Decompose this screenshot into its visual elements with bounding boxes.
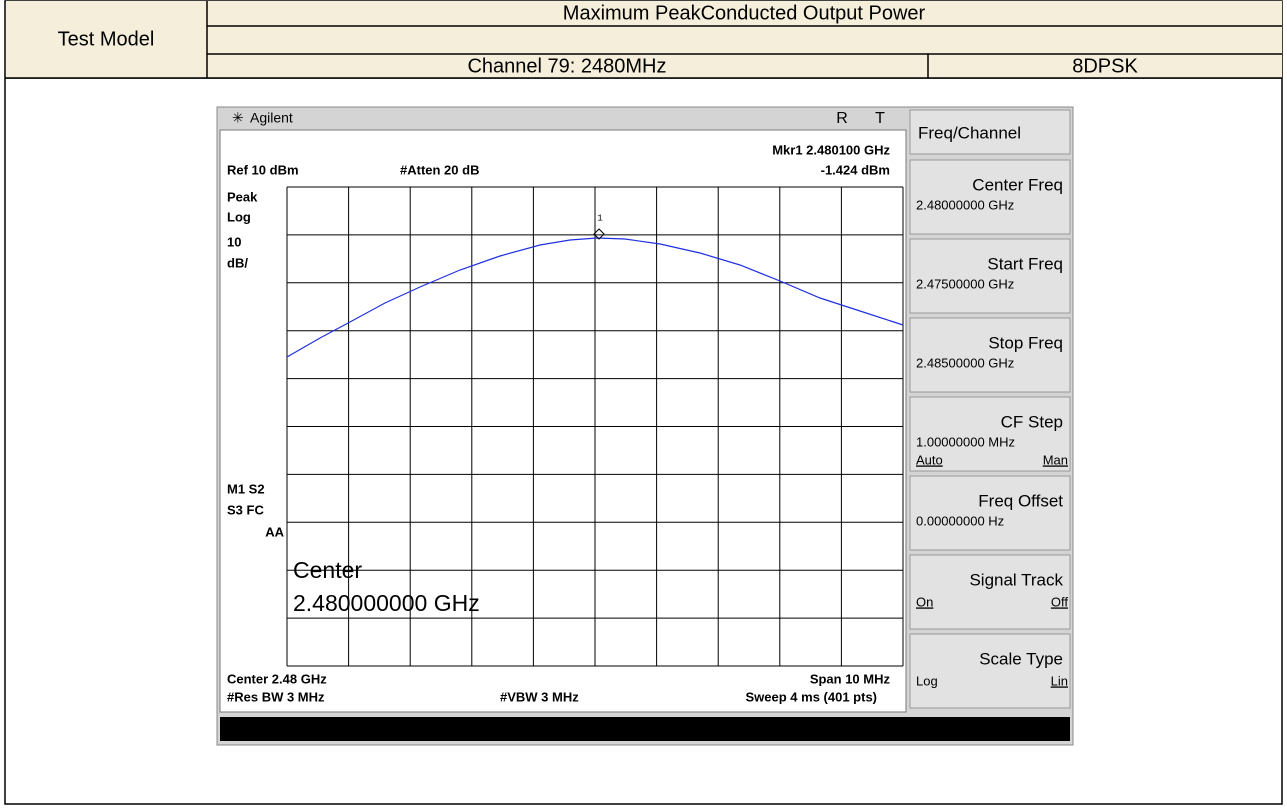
softkey[interactable] [909, 554, 1071, 630]
center: Center 2.48 GHz [227, 671, 327, 686]
logo: ✳ [232, 110, 244, 126]
atten: #Atten 20 dB [400, 162, 479, 177]
rbw: #Res BW 3 MHz [227, 689, 325, 704]
span: Span 10 MHz [810, 671, 891, 686]
center-popup: Center [293, 557, 362, 583]
marker-label: 1 [597, 213, 602, 223]
softkey[interactable] [909, 238, 1071, 314]
softkey[interactable] [909, 475, 1071, 551]
center-popup-value: 2.480000000 GHz [293, 590, 480, 616]
flags: AA [265, 524, 284, 539]
ref-level: Ref 10 dBm [227, 162, 299, 177]
softkey-value: 1.00000000 MHz [916, 434, 1015, 449]
status-bar [220, 717, 1070, 741]
softkeys: Freq/Channel Center Freq 2.48000000 GHz Sta… [909, 109, 1071, 709]
flags: M1 S2 [227, 481, 265, 496]
softkey[interactable] [909, 317, 1071, 393]
softkey-label: Scale Type [979, 649, 1063, 668]
table-title: Maximum PeakConducted Output Power [563, 2, 926, 24]
channel: Channel 79: 2480MHz [467, 55, 666, 77]
graticule [286, 186, 904, 667]
header-fill [207, 1, 1282, 78]
softkey-label: Stop Freq [988, 333, 1063, 352]
softkey-label: Center Freq [972, 175, 1063, 194]
softkey-label: Start Freq [987, 254, 1063, 273]
softkey[interactable] [909, 396, 1071, 472]
softkey[interactable] [909, 159, 1071, 235]
detector: Peak [227, 189, 258, 204]
softkey-option: Log [916, 673, 938, 688]
scale-div: 10 [227, 234, 241, 249]
scale: Log [227, 209, 251, 224]
softkey-option: Man [1043, 452, 1068, 467]
status: R [836, 110, 848, 127]
marker-readout: Mkr1 2.480100 GHz [772, 142, 890, 157]
softkey-label: Signal Track [969, 570, 1063, 589]
header-fill [6, 1, 207, 78]
softkey-label: Freq Offset [978, 491, 1063, 510]
sweep: Sweep 4 ms (401 pts) [746, 689, 878, 704]
screen [219, 129, 907, 713]
status: T [875, 110, 885, 127]
softkey-value: 0.00000000 Hz [916, 513, 1004, 528]
softkey-label: Freq/Channel [918, 123, 1021, 142]
softkey-value: 2.48000000 GHz [916, 197, 1014, 212]
softkey-option: Lin [1051, 673, 1068, 688]
modulation: 8DPSK [1072, 55, 1138, 77]
row-header: Test Model [58, 28, 155, 50]
brand: Agilent [250, 110, 293, 126]
marker-level: -1.424 dBm [821, 162, 890, 177]
softkey-option: On [916, 594, 933, 609]
softkey-value: 2.48500000 GHz [916, 355, 1014, 370]
trace [286, 237, 904, 358]
table-lines [5, 1, 1282, 79]
marker [593, 228, 605, 240]
softkey[interactable] [909, 633, 1071, 709]
vbw: #VBW 3 MHz [500, 689, 579, 704]
flags: S3 FC [227, 502, 264, 517]
softkey-option: Auto [916, 452, 943, 467]
softkey-label: CF Step [1001, 412, 1063, 431]
scale-unit: dB/ [227, 255, 248, 270]
softkey-value: 2.47500000 GHz [916, 276, 1014, 291]
softkey-option: Off [1051, 594, 1068, 609]
softkey[interactable] [909, 109, 1071, 155]
